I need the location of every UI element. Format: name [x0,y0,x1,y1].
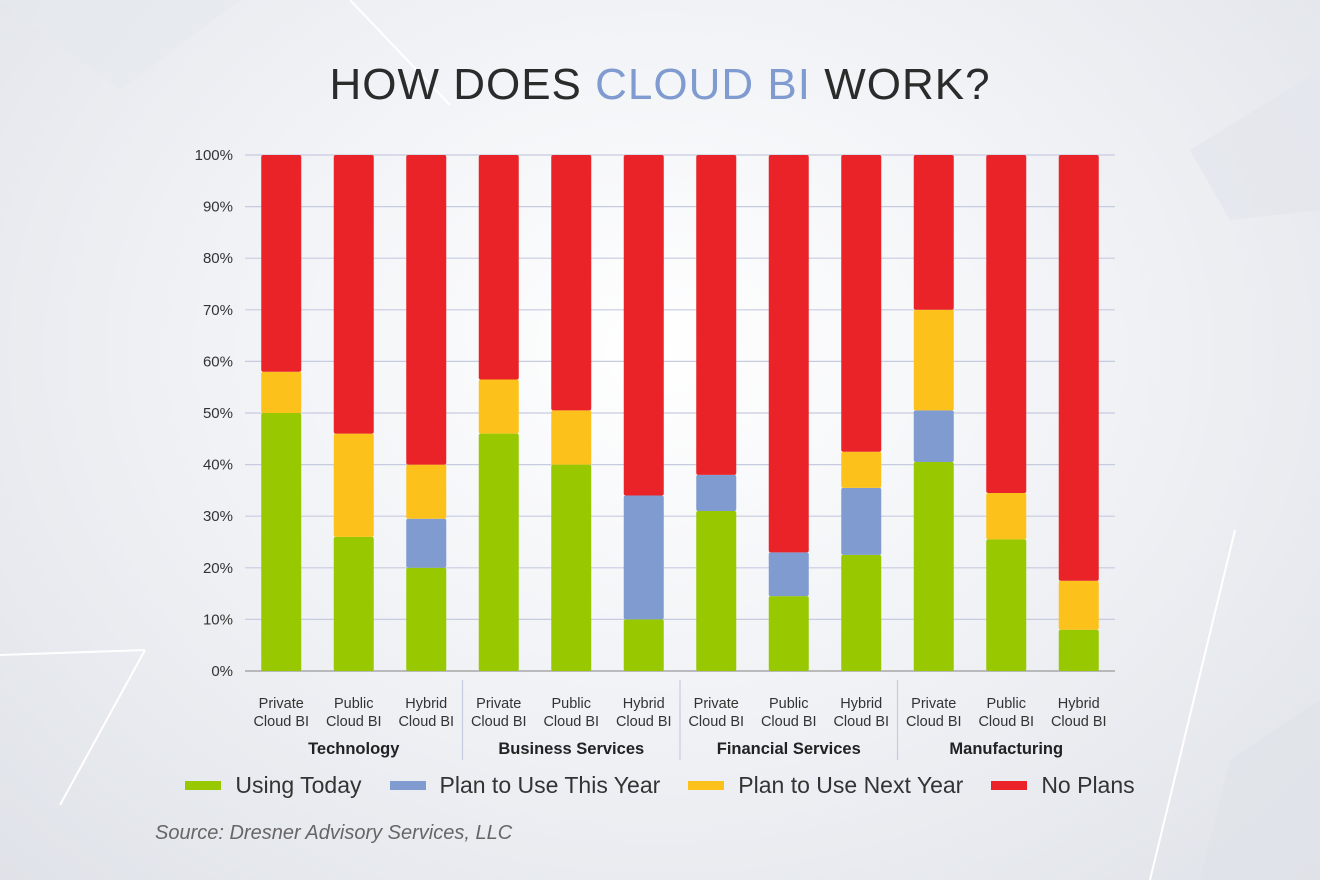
bar-segment [913,410,954,463]
x-tick-label: Cloud BI [326,714,382,730]
legend-label: Using Today [235,772,362,798]
y-tick-label: 10% [203,611,233,628]
x-tick-label: Private [911,696,956,712]
bar-segment [406,155,447,465]
x-tick-label: Cloud BI [1051,714,1107,730]
bar-segment [478,433,519,671]
bar-segment [913,309,954,411]
x-tick-label: Hybrid [1058,696,1100,712]
x-tick-label: Hybrid [623,696,665,712]
bar-segment [841,554,882,671]
bar-segment [696,511,737,671]
bar-segment [551,410,592,465]
bar-segment [623,495,664,620]
title-accent: CLOUD BI [595,60,811,109]
bar-segment [478,155,519,380]
bar-segment [551,464,592,671]
title-part-1: HOW DOES [329,60,596,109]
x-tick-label: Cloud BI [253,714,309,730]
group-label: Technology [308,740,400,758]
bar-segment [333,155,374,434]
bar-segment [551,155,592,411]
bar-segment [261,155,302,372]
bar-segment [841,155,882,452]
x-tick-label: Cloud BI [978,714,1034,730]
x-tick-label: Cloud BI [688,714,744,730]
bar-segment [768,155,809,553]
bar-segment [768,596,809,671]
bar-segment [406,464,447,519]
x-tick-label: Public [334,696,374,712]
x-tick-label: Cloud BI [906,714,962,730]
x-tick-label: Hybrid [840,696,882,712]
x-tick-label: Private [259,696,304,712]
bar-segment [913,155,954,310]
x-tick-label: Public [552,696,592,712]
group-label: Financial Services [717,740,861,758]
y-tick-label: 60% [203,353,233,370]
chart-legend: Using Today Plan to Use This Year Plan to … [0,772,1320,799]
source-note: Source: Dresner Advisory Services, LLC [155,822,513,844]
bar-segment [406,567,447,671]
bar-segment [1058,580,1099,630]
y-tick-label: 0% [211,663,233,680]
x-tick-label: Cloud BI [543,714,599,730]
bar-segment [261,413,302,671]
bar-segment [986,492,1027,540]
y-tick-label: 80% [203,250,233,267]
y-tick-label: 50% [203,405,233,422]
legend-item: Using Today [185,772,362,799]
x-tick-label: Cloud BI [833,714,889,730]
bar-segment [986,155,1027,493]
legend-item: Plan to Use This Year [389,772,661,799]
x-tick-label: Private [694,696,739,712]
title-part-2: WORK? [810,60,991,109]
bar-segment [696,155,737,475]
y-tick-label: 100% [195,147,233,164]
y-tick-label: 40% [203,457,233,474]
legend-swatch [991,781,1028,790]
y-tick-label: 20% [203,560,233,577]
chart-title: HOW DOES CLOUD BI WORK? [0,60,1320,110]
x-tick-label: Hybrid [405,696,447,712]
bar-segment [333,536,374,671]
legend-item: No Plans [991,772,1135,799]
bar-segment [696,474,737,512]
x-tick-label: Cloud BI [398,714,454,730]
bar-segment [333,433,374,537]
x-tick-label: Private [476,696,521,712]
group-label: Manufacturing [949,740,1063,758]
bar-segment [623,619,664,671]
bar-segment [406,518,447,568]
x-tick-label: Cloud BI [471,714,527,730]
bar-segment [986,539,1027,671]
bar-segment [913,462,954,671]
legend-swatch [389,781,426,790]
bar-segment [623,155,664,496]
bar-segment [768,552,809,597]
y-tick-label: 30% [203,508,233,525]
legend-swatch [185,781,222,790]
group-label: Business Services [498,740,644,758]
legend-label: No Plans [1041,772,1135,798]
bar-segment [841,487,882,555]
bar-segment [841,451,882,488]
legend-item: Plan to Use Next Year [688,772,963,799]
bar-segment [1058,155,1099,581]
legend-label: Plan to Use This Year [439,772,661,798]
x-tick-label: Public [769,696,809,712]
legend-label: Plan to Use Next Year [738,772,964,798]
x-tick-label: Cloud BI [761,714,817,730]
bar-segment [1058,629,1099,671]
legend-swatch [688,781,725,790]
y-tick-label: 70% [203,302,233,319]
x-tick-label: Cloud BI [616,714,672,730]
bar-segment [261,371,302,413]
y-tick-label: 90% [203,199,233,216]
bar-segment [478,379,519,434]
x-tick-label: Public [987,696,1027,712]
